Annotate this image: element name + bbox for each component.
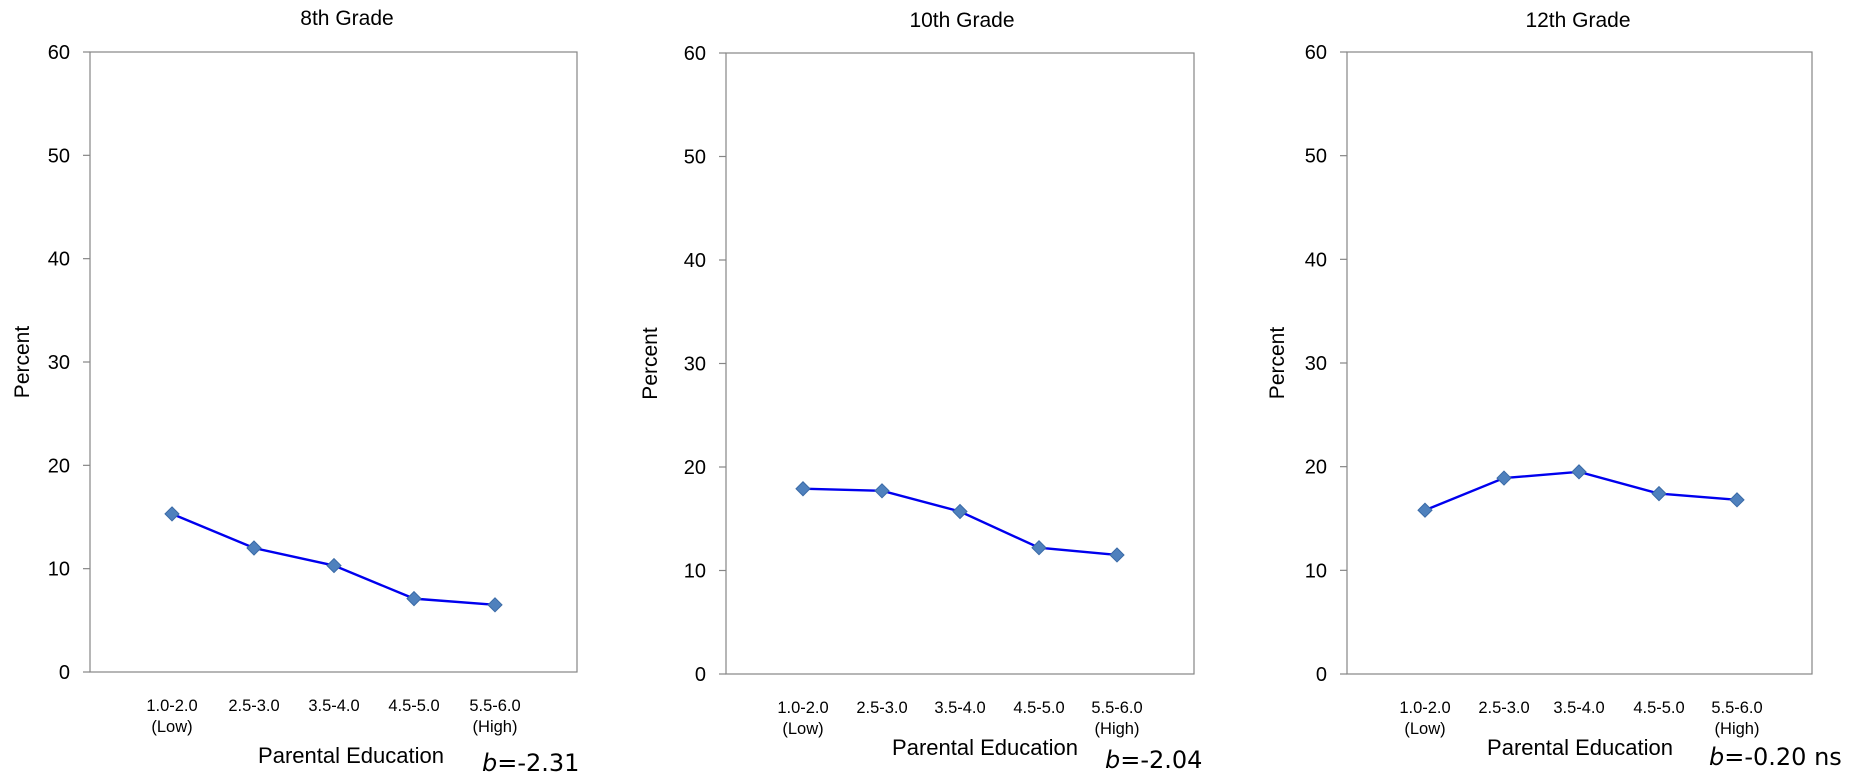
- stat-value: =-2.31: [497, 749, 579, 777]
- x-tick-label: 4.5-5.0: [1633, 699, 1684, 717]
- y-tick-label: 40: [48, 249, 70, 271]
- x-tick-label: 2.5-3.0: [228, 697, 279, 715]
- data-point-marker: [1651, 485, 1667, 502]
- y-tick-label: 60: [684, 43, 706, 65]
- stat-value: =-2.04: [1120, 746, 1202, 774]
- data-point-marker: [164, 506, 180, 522]
- data-point-marker: [487, 597, 503, 613]
- x-tick-label: 2.5-3.0: [1478, 699, 1529, 717]
- x-tick-label: (Low): [782, 720, 823, 738]
- regression-stat: b=-2.31: [482, 749, 579, 777]
- y-tick-label: 30: [1305, 353, 1327, 375]
- x-tick-label: (High): [473, 718, 518, 736]
- y-tick-label: 20: [684, 457, 706, 479]
- y-tick-label: 10: [1305, 560, 1327, 582]
- chart-title: 12th Grade: [1525, 9, 1630, 32]
- y-tick-label: 50: [48, 145, 70, 167]
- stat-symbol: b: [482, 749, 497, 777]
- y-tick-label: 0: [59, 662, 70, 684]
- plot-area-frame: [1346, 51, 1813, 675]
- x-tick-label: 3.5-4.0: [308, 697, 359, 715]
- y-tick-label: 10: [48, 559, 70, 581]
- x-axis-label: Parental Education: [258, 743, 444, 768]
- x-axis-label: Parental Education: [892, 735, 1078, 760]
- series-line: [1424, 470, 1738, 512]
- chart-panel-3: 12th Grade 0 10 20 30 40 50 60 Percent 1.0-2.0 (Lo…: [1266, 9, 1842, 771]
- chart-title: 10th Grade: [909, 9, 1014, 32]
- y-tick-label: 0: [1316, 664, 1327, 686]
- series-line: [802, 487, 1118, 557]
- y-axis-label: Percent: [11, 326, 34, 399]
- plot-area-frame: [725, 52, 1195, 675]
- data-point-marker: [1571, 464, 1587, 480]
- y-tick-label: 60: [48, 42, 70, 64]
- y-tick-label: 10: [684, 561, 706, 583]
- stat-symbol: b: [1709, 743, 1724, 771]
- regression-stat: b=-0.20 ns: [1709, 743, 1842, 771]
- y-tick-label: 0: [695, 664, 706, 686]
- y-axis-label: Percent: [1266, 327, 1289, 400]
- chart-title: 8th Grade: [300, 7, 393, 30]
- y-tick-label: 50: [684, 147, 706, 169]
- data-point-marker: [1031, 540, 1047, 556]
- data-point-marker: [874, 483, 890, 499]
- data-point-marker: [795, 481, 811, 497]
- y-axis-label: Percent: [639, 327, 662, 400]
- x-tick-label: 5.5-6.0: [1711, 699, 1762, 717]
- x-tick-label: 2.5-3.0: [856, 699, 907, 717]
- data-point-marker: [952, 503, 968, 520]
- data-point-marker: [1729, 492, 1745, 508]
- x-tick-label: 5.5-6.0: [469, 697, 520, 715]
- x-tick-label: 4.5-5.0: [1013, 699, 1064, 717]
- y-tick-label: 30: [684, 354, 706, 376]
- y-tick-label: 20: [48, 455, 70, 477]
- regression-stat: b=-2.04: [1105, 746, 1202, 774]
- y-tick-label: 40: [1305, 249, 1327, 271]
- x-tick-label: 1.0-2.0: [1399, 699, 1450, 717]
- x-tick-label: 3.5-4.0: [1553, 699, 1604, 717]
- chart-panel-2: 10th Grade 0 10 20 30 40 50 60 Percent 1.0-2.0 (Lo…: [639, 9, 1202, 774]
- data-point-marker: [1109, 547, 1125, 563]
- chart-panel-1: 8th Grade 0 10 20 30 40 50 60 Percent 1.0-2.0 (Low…: [11, 7, 579, 777]
- data-point-marker: [326, 557, 342, 574]
- data-point-marker: [246, 540, 262, 556]
- x-tick-label: 1.0-2.0: [146, 697, 197, 715]
- data-point-marker: [1417, 502, 1433, 518]
- stat-symbol: b: [1105, 746, 1120, 774]
- x-tick-label: 3.5-4.0: [934, 699, 985, 717]
- x-tick-label: (Low): [151, 718, 192, 736]
- x-tick-label: 5.5-6.0: [1091, 699, 1142, 717]
- x-tick-label: 4.5-5.0: [388, 697, 439, 715]
- x-axis-label: Parental Education: [1487, 735, 1673, 760]
- y-tick-label: 60: [1305, 42, 1327, 64]
- y-tick-label: 50: [1305, 146, 1327, 168]
- plot-area-frame: [89, 51, 578, 673]
- x-tick-label: (High): [1715, 720, 1760, 738]
- x-tick-label: 1.0-2.0: [777, 699, 828, 717]
- data-point-marker: [1496, 470, 1512, 486]
- y-tick-label: 20: [1305, 457, 1327, 479]
- y-tick-label: 40: [684, 250, 706, 272]
- x-tick-label: (Low): [1404, 720, 1445, 738]
- stat-value: =-0.20 ns: [1724, 743, 1842, 771]
- y-tick-label: 30: [48, 352, 70, 374]
- data-point-marker: [406, 590, 422, 607]
- x-tick-label: (High): [1095, 720, 1140, 738]
